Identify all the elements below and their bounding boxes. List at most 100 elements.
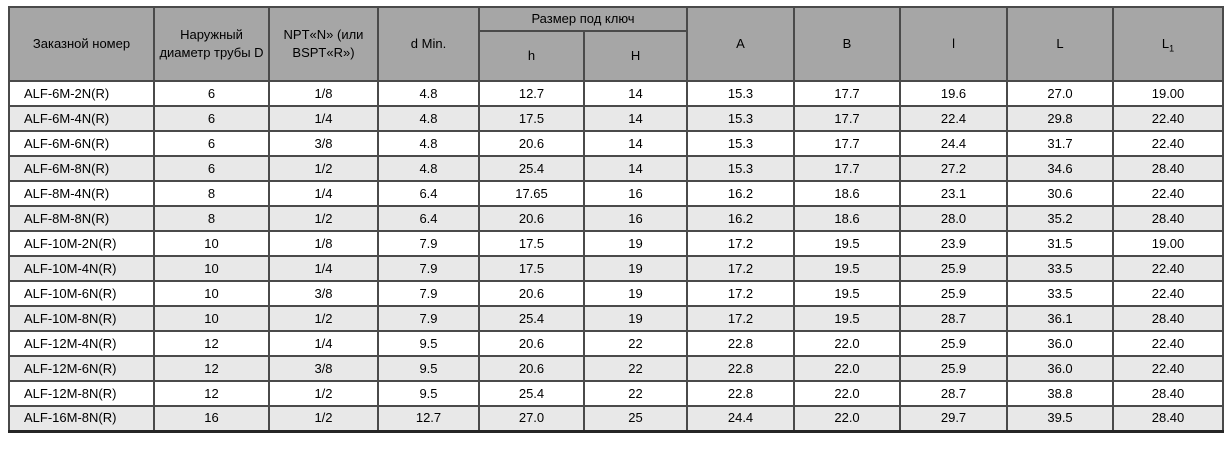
value-cell: 23.9 [899, 230, 1009, 257]
value-cell: 15.3 [686, 105, 796, 132]
value-cell: 17.7 [793, 155, 902, 182]
table-row: ALF-16M-8N(R) 16 1/2 12.7 27.0 25 24.4 22.0 29.7… [8, 405, 1225, 432]
value-cell: 27.0 [478, 405, 585, 432]
value-cell: 17.7 [793, 105, 902, 132]
value-cell: 20.6 [478, 205, 585, 232]
value-cell: 33.5 [1006, 255, 1115, 282]
value-cell: 1/4 [268, 105, 379, 132]
value-cell: 1/2 [268, 205, 379, 232]
value-cell: 20.6 [478, 130, 585, 157]
value-cell: 8 [153, 180, 270, 207]
value-cell: 27.0 [1006, 80, 1115, 107]
order-number-cell: ALF-12M-4N(R) [8, 330, 155, 357]
value-cell: 29.8 [1006, 105, 1115, 132]
fittings-spec-table: Заказной номер Наружный диаметр трубы D … [8, 6, 1225, 433]
value-cell: 1/4 [268, 255, 379, 282]
value-cell: 1/2 [268, 405, 379, 432]
order-number-cell: ALF-10M-4N(R) [8, 255, 155, 282]
value-cell: 28.40 [1112, 205, 1225, 232]
value-cell: 28.40 [1112, 405, 1225, 432]
table-row: ALF-10M-8N(R) 10 1/2 7.9 25.4 19 17.2 19.5 28.7 3… [8, 305, 1225, 332]
value-cell: 23.1 [899, 180, 1009, 207]
value-cell: 19.5 [793, 305, 902, 332]
value-cell: 20.6 [478, 355, 585, 382]
order-number-cell: ALF-10M-2N(R) [8, 230, 155, 257]
value-cell: 22 [582, 355, 689, 382]
value-cell: 1/4 [268, 180, 379, 207]
value-cell: 24.4 [899, 130, 1009, 157]
value-cell: 19.00 [1112, 230, 1225, 257]
value-cell: 19 [582, 305, 689, 332]
table-row: ALF-10M-2N(R) 10 1/8 7.9 17.5 19 17.2 19.5 23.9 3… [8, 230, 1225, 257]
value-cell: 14 [582, 130, 689, 157]
value-cell: 22.0 [793, 405, 902, 432]
col-header-h-big: H [582, 30, 689, 82]
value-cell: 12.7 [377, 405, 480, 432]
value-cell: 4.8 [377, 80, 480, 107]
value-cell: 22 [582, 380, 689, 407]
value-cell: 7.9 [377, 230, 480, 257]
value-cell: 19.6 [899, 80, 1009, 107]
value-cell: 25.9 [899, 355, 1009, 382]
value-cell: 28.40 [1112, 305, 1225, 332]
value-cell: 16 [582, 205, 689, 232]
header-row-sub: h H [9, 30, 1223, 82]
value-cell: 3/8 [268, 280, 379, 307]
value-cell: 22 [582, 330, 689, 357]
table-row: ALF-12M-8N(R) 12 1/2 9.5 25.4 22 22.8 22.0 28.7 3… [8, 380, 1225, 407]
table-row: ALF-6M-4N(R) 6 1/4 4.8 17.5 14 15.3 17.7 22.4 29.… [8, 105, 1225, 132]
value-cell: 17.5 [478, 255, 585, 282]
value-cell: 22.40 [1112, 130, 1225, 157]
value-cell: 36.1 [1006, 305, 1115, 332]
value-cell: 31.7 [1006, 130, 1115, 157]
value-cell: 27.2 [899, 155, 1009, 182]
value-cell: 12.7 [478, 80, 585, 107]
value-cell: 25.9 [899, 280, 1009, 307]
value-cell: 17.2 [686, 255, 796, 282]
value-cell: 6 [153, 155, 270, 182]
value-cell: 35.2 [1006, 205, 1115, 232]
value-cell: 18.6 [793, 180, 902, 207]
value-cell: 12 [153, 355, 270, 382]
value-cell: 22.40 [1112, 180, 1225, 207]
value-cell: 17.5 [478, 230, 585, 257]
value-cell: 19 [582, 255, 689, 282]
table-row: ALF-12M-6N(R) 12 3/8 9.5 20.6 22 22.8 22.0 25.9 3… [8, 355, 1225, 382]
value-cell: 29.7 [899, 405, 1009, 432]
col-header-outer-diameter: Наружный диаметр трубы D [153, 6, 270, 82]
value-cell: 17.2 [686, 230, 796, 257]
value-cell: 15.3 [686, 80, 796, 107]
value-cell: 34.6 [1006, 155, 1115, 182]
col-header-d-min: d Min. [377, 6, 480, 82]
value-cell: 6 [153, 80, 270, 107]
col-header-thread: NPT«N» (или BSPT«R») [268, 6, 379, 82]
value-cell: 7.9 [377, 255, 480, 282]
value-cell: 22.0 [793, 330, 902, 357]
col-header-l-big: L [1006, 6, 1115, 82]
value-cell: 15.3 [686, 130, 796, 157]
value-cell: 19.5 [793, 255, 902, 282]
value-cell: 22.8 [686, 330, 796, 357]
table-row: ALF-8M-8N(R) 8 1/2 6.4 20.6 16 16.2 18.6 28.0 35.… [8, 205, 1225, 232]
value-cell: 20.6 [478, 280, 585, 307]
value-cell: 6.4 [377, 205, 480, 232]
order-number-cell: ALF-16M-8N(R) [8, 405, 155, 432]
value-cell: 19.00 [1112, 80, 1225, 107]
value-cell: 14 [582, 80, 689, 107]
value-cell: 4.8 [377, 130, 480, 157]
order-number-cell: ALF-6M-8N(R) [8, 155, 155, 182]
value-cell: 25.4 [478, 155, 585, 182]
value-cell: 1/8 [268, 230, 379, 257]
value-cell: 36.0 [1006, 355, 1115, 382]
col-header-l-small: l [899, 6, 1009, 82]
value-cell: 17.2 [686, 280, 796, 307]
order-number-cell: ALF-8M-4N(R) [8, 180, 155, 207]
value-cell: 33.5 [1006, 280, 1115, 307]
value-cell: 7.9 [377, 280, 480, 307]
value-cell: 17.2 [686, 305, 796, 332]
value-cell: 17.5 [478, 105, 585, 132]
col-header-b: B [793, 6, 902, 82]
value-cell: 28.7 [899, 380, 1009, 407]
table-row: ALF-12M-4N(R) 12 1/4 9.5 20.6 22 22.8 22.0 25.9 3… [8, 330, 1225, 357]
